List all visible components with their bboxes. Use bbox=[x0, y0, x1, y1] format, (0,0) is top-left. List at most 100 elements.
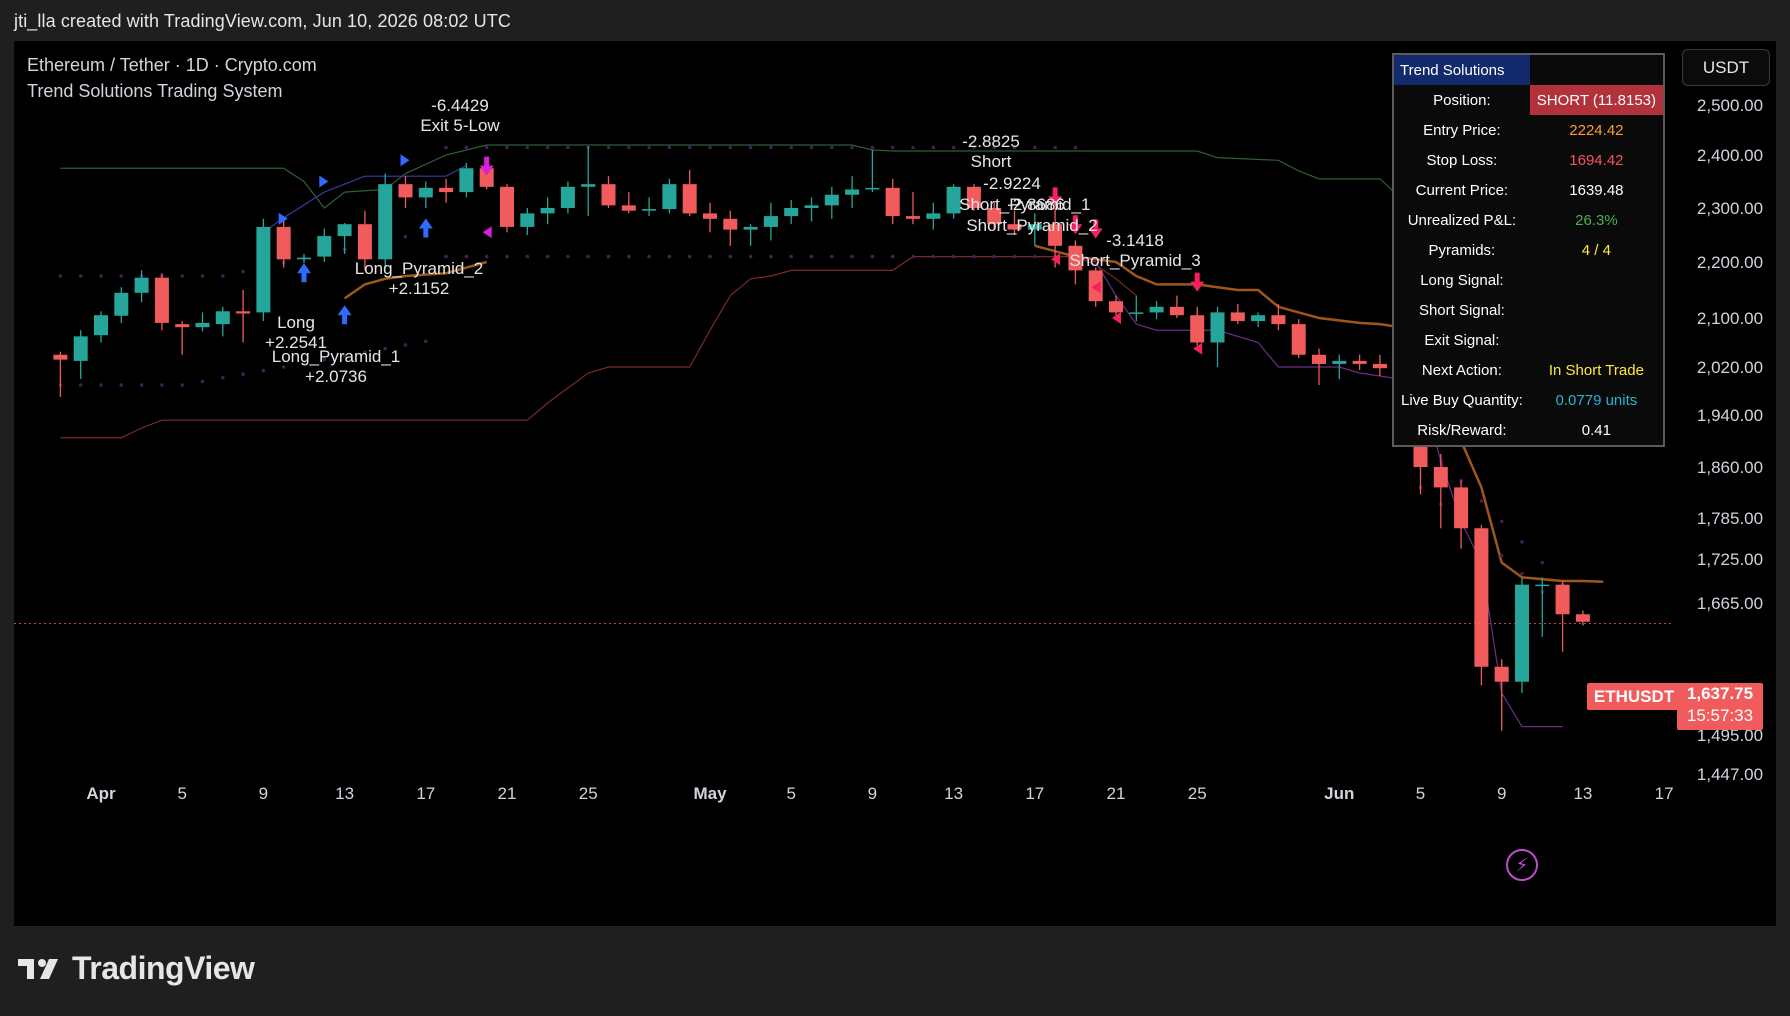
support-dot bbox=[566, 254, 570, 259]
candle-body bbox=[581, 184, 596, 187]
panel-row-value: 2224.42 bbox=[1569, 121, 1624, 139]
candle-body bbox=[906, 216, 920, 219]
indicator-name[interactable]: Trend Solutions Trading System bbox=[27, 81, 283, 101]
trailing-low-line bbox=[1075, 253, 1563, 728]
resistance-dot bbox=[78, 274, 83, 278]
candle-body bbox=[946, 186, 961, 214]
support-dot bbox=[221, 376, 225, 380]
candle-body bbox=[154, 277, 169, 323]
candle-body bbox=[195, 322, 210, 328]
resistance-dot bbox=[221, 274, 225, 278]
support-dot bbox=[464, 254, 469, 259]
support-dot bbox=[992, 254, 996, 259]
y-tick-label: 1,495.00 bbox=[1697, 726, 1763, 745]
candle-body bbox=[378, 184, 393, 260]
resistance-dot bbox=[667, 145, 672, 150]
candle-body bbox=[500, 186, 514, 227]
annotation-label: Exit 5-Low bbox=[420, 116, 500, 135]
last-price: 1,637.75 bbox=[1686, 684, 1754, 703]
support-dot bbox=[911, 254, 915, 259]
panel-row-label: Long Signal: bbox=[1420, 271, 1504, 289]
y-tick-label: 2,400.00 bbox=[1697, 146, 1763, 165]
candle-body bbox=[459, 168, 474, 193]
candle-body bbox=[357, 224, 372, 260]
panel-row-label: Unrealized P&L: bbox=[1407, 211, 1517, 229]
footer-brand[interactable]: TradingView bbox=[16, 950, 255, 987]
x-tick-label: 13 bbox=[1573, 784, 1592, 803]
annotation-label: Short bbox=[970, 152, 1012, 171]
x-tick-label: 5 bbox=[786, 784, 795, 803]
panel-row-label: Next Action: bbox=[1421, 361, 1502, 379]
annotation-long-pyramid-2: Long_Pyramid_2 +2.1152 bbox=[355, 259, 484, 299]
resistance-dot bbox=[769, 145, 773, 150]
candles bbox=[53, 146, 1590, 731]
resistance-dot bbox=[1033, 145, 1037, 150]
support-dot bbox=[606, 254, 611, 259]
x-tick-label: 13 bbox=[944, 784, 963, 803]
candle-body bbox=[1433, 467, 1448, 488]
support-dot bbox=[748, 254, 753, 259]
support-dot bbox=[424, 339, 428, 344]
annotation-value: -2.9224 bbox=[983, 174, 1041, 193]
candle-body bbox=[601, 184, 616, 206]
x-tick-label: Jun bbox=[1324, 784, 1354, 803]
resistance-dot bbox=[505, 145, 509, 150]
last-price-tag: 1,637.75 15:57:33 bbox=[1677, 683, 1763, 730]
resistance-dot bbox=[58, 274, 63, 278]
x-tick-label: 21 bbox=[498, 784, 517, 803]
candle-body bbox=[1251, 315, 1266, 322]
candle-body bbox=[175, 324, 190, 328]
currency-button[interactable]: USDT bbox=[1682, 49, 1770, 86]
panel-row-label: Risk/Reward: bbox=[1417, 421, 1507, 439]
support-dot bbox=[342, 354, 347, 358]
annotation-short: -2.8825 Short bbox=[962, 132, 1020, 172]
lower-channel-line bbox=[60, 256, 1137, 439]
resistance-dot bbox=[525, 145, 530, 150]
x-tick-label: 25 bbox=[1188, 784, 1207, 803]
support-dot bbox=[383, 346, 388, 351]
x-tick-label: 13 bbox=[335, 784, 354, 803]
candle-body bbox=[94, 315, 108, 336]
short-stop-line bbox=[1034, 244, 1604, 583]
annotation-short-pyramid-3: -3.1418 Short_Pyramid_3 bbox=[1069, 231, 1200, 271]
support-dot bbox=[627, 254, 631, 259]
support-dot bbox=[261, 368, 266, 373]
triangle-marker-icon bbox=[1051, 253, 1061, 266]
y-tick-label: 2,500.00 bbox=[1697, 96, 1763, 115]
signal-markers bbox=[278, 154, 1205, 355]
candle-body bbox=[1007, 224, 1022, 230]
x-tick-label: 17 bbox=[416, 784, 435, 803]
support-dot bbox=[505, 254, 509, 259]
x-tick-label: 21 bbox=[1107, 784, 1126, 803]
up-arrow-icon bbox=[297, 263, 311, 283]
panel-row: Pyramids: 4 / 4 bbox=[1394, 235, 1663, 265]
resistance-dot bbox=[1520, 540, 1524, 544]
candle-body bbox=[439, 187, 454, 193]
annotation-long: Long +2.2541 bbox=[265, 313, 327, 353]
support-dot bbox=[78, 383, 83, 387]
support-dot bbox=[951, 254, 956, 259]
candle-body bbox=[926, 213, 941, 219]
candle-body bbox=[297, 257, 311, 260]
support-dot bbox=[525, 254, 530, 259]
lightning-icon[interactable]: ⚡ bbox=[1506, 849, 1538, 881]
up-arrow-icon bbox=[418, 218, 433, 238]
support-dot bbox=[1033, 254, 1037, 259]
panel-row-value bbox=[1530, 265, 1663, 295]
resistance-dot bbox=[911, 145, 915, 150]
y-tick-label: 2,200.00 bbox=[1697, 253, 1763, 272]
panel-row-value: In Short Trade bbox=[1548, 361, 1644, 379]
panel-row-value: 26.3% bbox=[1575, 211, 1618, 229]
resistance-dot bbox=[687, 145, 692, 150]
x-tick-label: 9 bbox=[259, 784, 268, 803]
y-tick-label: 1,785.00 bbox=[1697, 509, 1763, 528]
resistance-dot bbox=[951, 145, 956, 150]
trend-solutions-panel: Trend Solutions Position: SHORT (11.8153)… bbox=[1392, 53, 1665, 447]
panel-row-label: Exit Signal: bbox=[1424, 331, 1500, 349]
panel-row-value bbox=[1530, 295, 1663, 325]
chart-attribution: jti_lla created with TradingView.com, Ju… bbox=[14, 11, 511, 31]
candle-body bbox=[1109, 301, 1123, 313]
resistance-dot bbox=[464, 145, 469, 150]
triangle-marker-icon bbox=[319, 175, 329, 188]
symbol-info[interactable]: Ethereum / Tether · 1D · Crypto.com bbox=[27, 55, 317, 75]
